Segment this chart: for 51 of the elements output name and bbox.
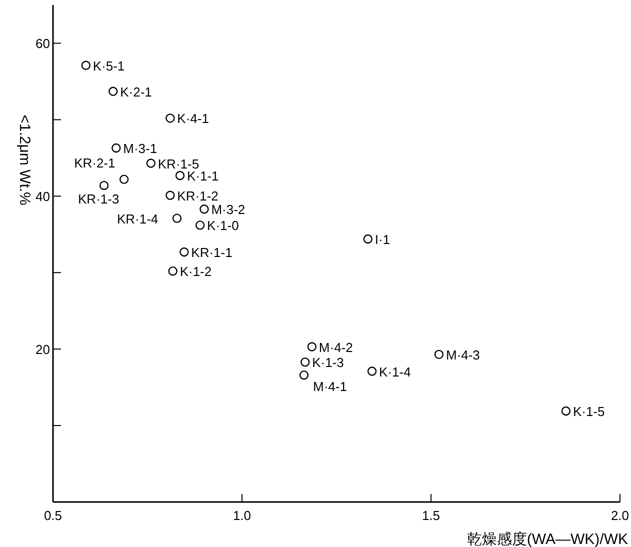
- annotation: K·1-1: [187, 168, 219, 184]
- annotation: KR·1-4: [116, 211, 158, 226]
- x-tick-label: 1.0: [232, 508, 252, 523]
- y-tick-label: 40: [36, 189, 50, 204]
- point: [363, 234, 372, 244]
- point: [166, 190, 175, 200]
- annotation: M·4-3: [446, 347, 480, 362]
- point: [81, 60, 90, 70]
- annotation: K·1-0: [207, 218, 239, 234]
- annotation: K·4-1: [177, 111, 209, 126]
- annotation: KR·1-3: [78, 191, 120, 206]
- annotation: K·1-3: [312, 355, 344, 370]
- point: [561, 406, 571, 416]
- annotation: M·4-2: [318, 340, 353, 355]
- annotation: I·1: [374, 232, 390, 247]
- annotation: M·4-1: [312, 379, 347, 394]
- point: [119, 174, 129, 184]
- x-tick-label: 0.5: [44, 508, 62, 523]
- y-tick-label: 20: [36, 342, 50, 358]
- y-axis-title: <1.2μm Wt.%: [16, 114, 33, 206]
- point: [299, 370, 309, 380]
- point: [307, 342, 317, 352]
- annotation: M·3-1: [123, 140, 158, 156]
- point: [200, 204, 209, 214]
- x-axis-title: 乾燥感度(WA—WK)/WK: [466, 531, 628, 547]
- annotation: KR·1-1: [191, 244, 232, 260]
- point: [195, 220, 205, 230]
- point: [166, 114, 175, 123]
- annotation: K·1-5: [572, 404, 605, 420]
- point: [112, 143, 121, 153]
- annotation: KR·1-5: [158, 156, 200, 172]
- annotation: K·1-2: [180, 264, 212, 280]
- point: [108, 86, 118, 96]
- point: [180, 247, 189, 257]
- point: [367, 366, 377, 376]
- annotation: K·1-4: [379, 364, 411, 380]
- point: [172, 214, 182, 223]
- annotation: KR·2-1: [74, 155, 116, 170]
- y-tick-label: 60: [36, 36, 50, 52]
- point: [168, 266, 178, 276]
- point: [300, 357, 310, 367]
- annotation: M·3-2: [211, 202, 246, 218]
- point: [175, 170, 185, 180]
- annotation: KR·1-2: [177, 188, 218, 204]
- point: [434, 350, 444, 360]
- point: [146, 158, 156, 168]
- point: [99, 180, 109, 190]
- x-tick-label: 2.0: [610, 508, 630, 523]
- x-tick-label: 1.5: [422, 508, 440, 523]
- annotation: K·2-1: [120, 84, 152, 100]
- annotation: K·5-1: [92, 58, 125, 74]
